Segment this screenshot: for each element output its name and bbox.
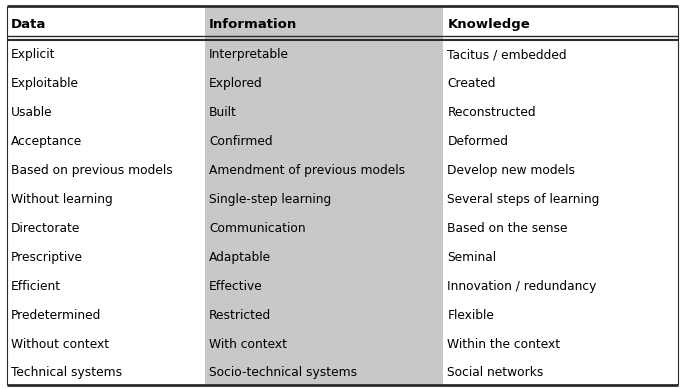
- Bar: [205, 270, 443, 298]
- Bar: [7, 154, 205, 183]
- Text: Social networks: Social networks: [447, 366, 544, 379]
- Bar: [7, 270, 205, 298]
- Text: Usable: Usable: [11, 106, 53, 119]
- Bar: [443, 125, 678, 154]
- Text: Within the context: Within the context: [447, 338, 560, 350]
- Text: Single-step learning: Single-step learning: [209, 193, 332, 206]
- Bar: [7, 125, 205, 154]
- Text: Tacitus / embedded: Tacitus / embedded: [447, 48, 567, 61]
- Bar: [443, 240, 678, 270]
- Bar: [205, 240, 443, 270]
- Bar: [7, 356, 205, 385]
- Text: Restricted: Restricted: [209, 308, 271, 322]
- Text: Explored: Explored: [209, 77, 263, 90]
- Bar: [7, 96, 205, 125]
- Bar: [205, 212, 443, 240]
- Text: Several steps of learning: Several steps of learning: [447, 193, 599, 206]
- Bar: [443, 270, 678, 298]
- Text: Predetermined: Predetermined: [11, 308, 101, 322]
- Bar: [443, 6, 678, 38]
- Text: Created: Created: [447, 77, 496, 90]
- Bar: [443, 96, 678, 125]
- Text: Explicit: Explicit: [11, 48, 55, 61]
- Bar: [205, 183, 443, 212]
- Bar: [205, 96, 443, 125]
- Bar: [205, 298, 443, 327]
- Text: Prescriptive: Prescriptive: [11, 251, 83, 264]
- Text: Without context: Without context: [11, 338, 109, 350]
- Text: Effective: Effective: [209, 280, 263, 293]
- Text: Directorate: Directorate: [11, 222, 80, 235]
- Text: Confirmed: Confirmed: [209, 135, 273, 148]
- Text: Data: Data: [11, 18, 47, 31]
- Text: Acceptance: Acceptance: [11, 135, 82, 148]
- Bar: [443, 298, 678, 327]
- Text: Reconstructed: Reconstructed: [447, 106, 536, 119]
- Bar: [443, 356, 678, 385]
- Bar: [443, 212, 678, 240]
- Text: Without learning: Without learning: [11, 193, 113, 206]
- Bar: [7, 327, 205, 356]
- Text: Communication: Communication: [209, 222, 306, 235]
- Text: Flexible: Flexible: [447, 308, 494, 322]
- Bar: [205, 356, 443, 385]
- Text: Socio-technical systems: Socio-technical systems: [209, 366, 357, 379]
- Bar: [7, 212, 205, 240]
- Bar: [205, 125, 443, 154]
- Bar: [443, 183, 678, 212]
- Text: With context: With context: [209, 338, 287, 350]
- Bar: [205, 38, 443, 67]
- Text: Amendment of previous models: Amendment of previous models: [209, 164, 405, 177]
- Bar: [7, 38, 205, 67]
- Bar: [205, 154, 443, 183]
- Text: Develop new models: Develop new models: [447, 164, 575, 177]
- Bar: [7, 6, 205, 38]
- Text: Adaptable: Adaptable: [209, 251, 271, 264]
- Text: Innovation / redundancy: Innovation / redundancy: [447, 280, 597, 293]
- Bar: [7, 240, 205, 270]
- Text: Efficient: Efficient: [11, 280, 61, 293]
- Text: Deformed: Deformed: [447, 135, 508, 148]
- Bar: [205, 327, 443, 356]
- Bar: [7, 67, 205, 96]
- Text: Technical systems: Technical systems: [11, 366, 122, 379]
- Text: Interpretable: Interpretable: [209, 48, 289, 61]
- Text: Exploitable: Exploitable: [11, 77, 79, 90]
- Bar: [443, 38, 678, 67]
- Text: Based on the sense: Based on the sense: [447, 222, 568, 235]
- Bar: [205, 6, 443, 38]
- Text: Knowledge: Knowledge: [447, 18, 530, 31]
- Text: Built: Built: [209, 106, 237, 119]
- Bar: [443, 327, 678, 356]
- Text: Based on previous models: Based on previous models: [11, 164, 173, 177]
- Text: Information: Information: [209, 18, 297, 31]
- Bar: [7, 183, 205, 212]
- Text: Seminal: Seminal: [447, 251, 497, 264]
- Bar: [443, 154, 678, 183]
- Bar: [205, 67, 443, 96]
- Bar: [443, 67, 678, 96]
- Bar: [7, 298, 205, 327]
